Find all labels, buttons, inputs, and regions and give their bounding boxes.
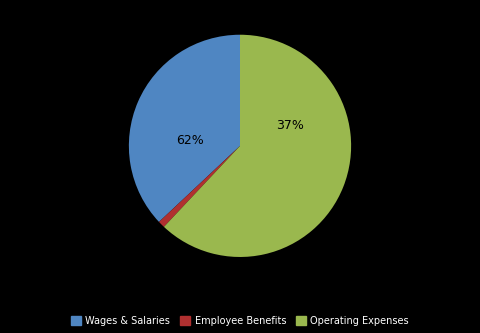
Legend: Wages & Salaries, Employee Benefits, Operating Expenses: Wages & Salaries, Employee Benefits, Ope… <box>67 312 413 330</box>
Wedge shape <box>159 146 240 227</box>
Text: 62%: 62% <box>176 134 204 147</box>
Text: 37%: 37% <box>276 119 304 132</box>
Wedge shape <box>129 35 240 222</box>
Wedge shape <box>164 35 351 257</box>
